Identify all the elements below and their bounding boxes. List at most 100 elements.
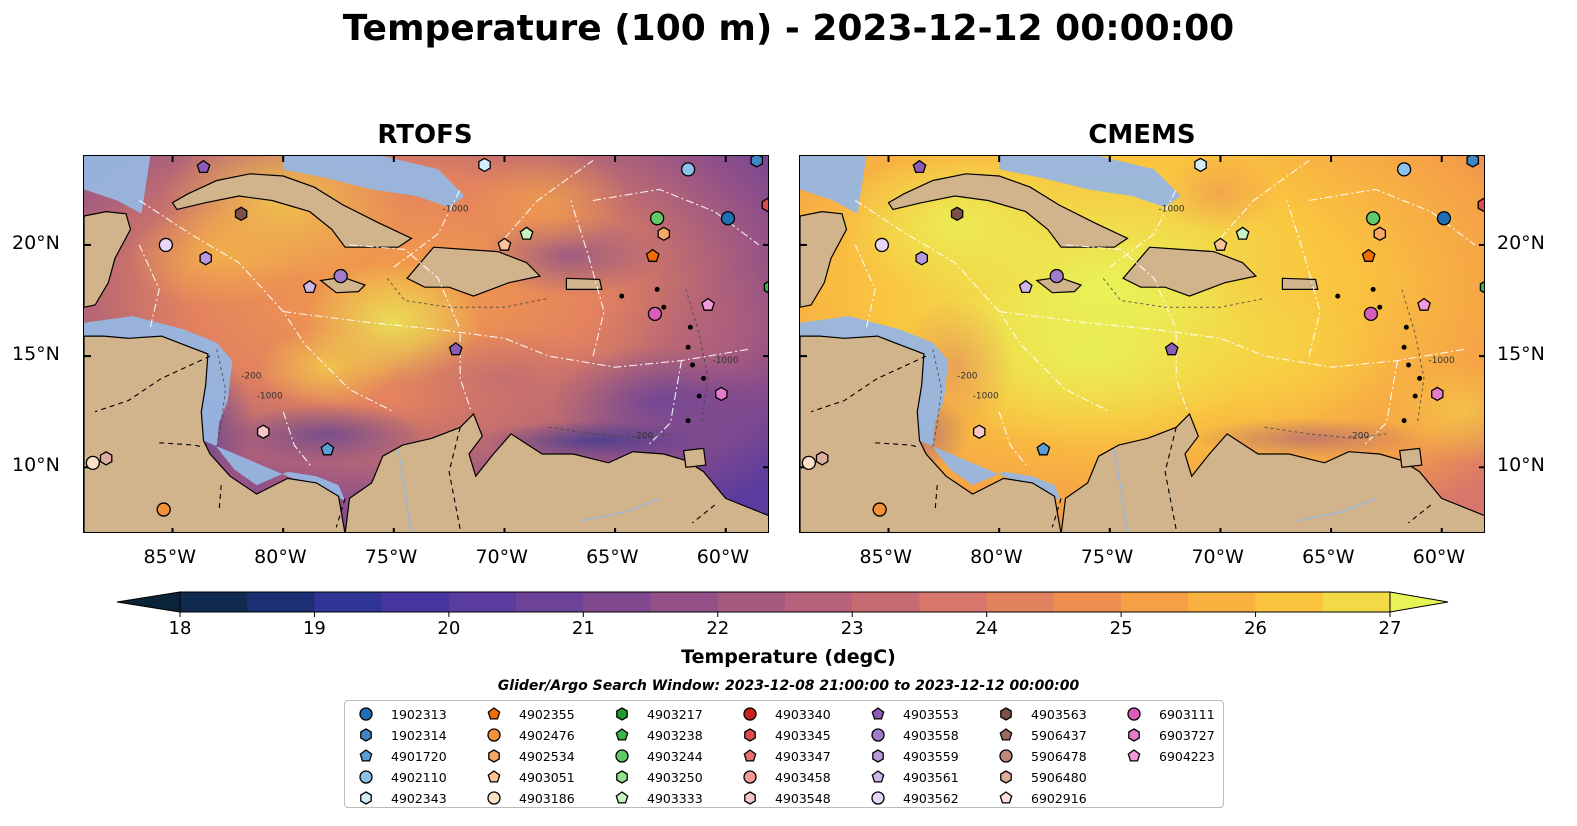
observation-marker	[1194, 157, 1207, 173]
colorbar-segment	[650, 592, 719, 612]
observation-marker	[256, 424, 270, 439]
observation-marker	[1235, 226, 1250, 240]
legend-label: 6903111	[1159, 706, 1215, 722]
pentagon-marker-icon	[487, 770, 501, 783]
legend-entry: 4903458	[739, 767, 831, 787]
circle-marker-icon	[487, 728, 501, 742]
observation-marker	[1477, 197, 1484, 213]
colorbar-tick-label: 25	[1109, 618, 1133, 639]
legend-entry: 4902534	[483, 746, 575, 766]
legend-marker	[487, 770, 501, 783]
lat-tick-label: 15°N	[12, 343, 60, 366]
observation-marker	[701, 297, 715, 311]
observation-marker	[872, 502, 887, 517]
observation-marker	[801, 455, 817, 470]
legend-entry: 4903250	[611, 767, 703, 787]
legend-label: 5906480	[1031, 769, 1087, 785]
colorbar	[116, 591, 1449, 617]
hexagon-marker-icon	[488, 749, 500, 763]
lat-tick-label: 20°N	[12, 231, 60, 254]
colorbar-segment	[381, 592, 450, 612]
legend-marker	[615, 728, 629, 741]
observation-marker	[99, 451, 113, 466]
observation-marker	[763, 281, 768, 294]
colorbar-segment	[448, 592, 517, 612]
legend-label: 4902343	[391, 790, 447, 806]
legend-label: 1902313	[391, 706, 447, 722]
legend-entry: 1902313	[355, 704, 447, 724]
lat-tick-label: 10°N	[1497, 454, 1545, 477]
colorbar-tick-label: 18	[168, 618, 192, 639]
legend-label: 4902355	[519, 706, 575, 722]
hexagon-marker-icon	[1000, 707, 1012, 721]
colorbar-segment	[1188, 592, 1257, 612]
lon-tick-label: 60°W	[696, 546, 750, 568]
lon-tick-label: 70°W	[475, 546, 528, 568]
legend-label: 4903458	[775, 769, 831, 785]
observation-marker	[196, 159, 211, 174]
panel-title-rtofs: RTOFS	[377, 120, 473, 150]
legend-entry: 4902355	[483, 704, 575, 724]
isobath-label: -1000	[1158, 205, 1184, 215]
observation-marker	[478, 157, 491, 173]
legend-label: 4902110	[391, 769, 447, 785]
observation-marker	[1479, 281, 1484, 294]
pentagon-marker-icon	[615, 791, 629, 804]
hexagon-marker-icon	[616, 770, 628, 784]
legend-label: 4903340	[775, 706, 831, 722]
legend-entry: 1902314	[355, 725, 447, 745]
lat-tick-label: 15°N	[1497, 343, 1545, 366]
legend-label: 4903333	[647, 790, 703, 806]
legend-marker	[743, 770, 757, 784]
colorbar-segment	[247, 592, 316, 612]
observation-marker	[234, 206, 248, 222]
isobath-label: -200	[241, 371, 262, 381]
colorbar-segment	[919, 592, 988, 612]
observation-marker	[320, 442, 335, 456]
observation-marker	[1361, 248, 1376, 262]
legend-marker	[999, 791, 1013, 804]
legend-marker	[487, 791, 501, 805]
observation-marker	[199, 251, 212, 266]
hexagon-marker-icon	[744, 728, 756, 742]
hexagon-marker-icon	[1128, 728, 1140, 742]
legend-entry: 4903558	[867, 725, 959, 745]
circle-marker-icon	[871, 728, 885, 742]
observation-marker	[158, 237, 174, 253]
legend-entry: 4903345	[739, 725, 831, 745]
observation-marker	[950, 206, 964, 222]
colorbar-tick-label: 26	[1244, 618, 1267, 639]
observation-marker	[497, 237, 512, 251]
legend-label: 4903562	[903, 790, 959, 806]
colorbar-segment	[986, 592, 1055, 612]
legend-entry: 6902916	[995, 788, 1087, 808]
legend-entry: 4903548	[739, 788, 831, 808]
legend-label: 4902534	[519, 748, 575, 764]
lat-tick-label: 20°N	[1497, 231, 1545, 254]
circle-marker-icon	[743, 707, 757, 721]
isobath-label: -1000	[712, 356, 738, 366]
legend-entry: 4903244	[611, 746, 703, 766]
observation-marker	[1365, 211, 1381, 226]
legend-marker	[360, 728, 372, 742]
observation-marker	[85, 455, 101, 470]
observation-marker	[1417, 297, 1431, 311]
legend-label: 6904223	[1159, 748, 1215, 764]
legend-marker	[871, 770, 885, 783]
colorbar-segment	[717, 592, 786, 612]
observation-marker	[912, 159, 927, 174]
cmems-map-svg: -200 -1000 -1000 -200 -1000	[800, 156, 1484, 532]
legend-entry: 4903553	[867, 704, 959, 724]
legend-marker	[872, 749, 884, 763]
legend-entry: 6904223	[1123, 746, 1215, 766]
legend-label: 4903561	[903, 769, 959, 785]
legend-label: 6902916	[1031, 790, 1087, 806]
observation-marker	[519, 226, 534, 240]
legend-marker	[615, 749, 629, 763]
legend-entry: 5906478	[995, 746, 1087, 766]
legend-marker	[359, 707, 373, 721]
colorbar-segment	[1121, 592, 1189, 612]
colorbar-tick-label: 22	[706, 618, 730, 639]
legend-marker	[487, 707, 501, 720]
colorbar-tick-label: 21	[571, 618, 595, 639]
